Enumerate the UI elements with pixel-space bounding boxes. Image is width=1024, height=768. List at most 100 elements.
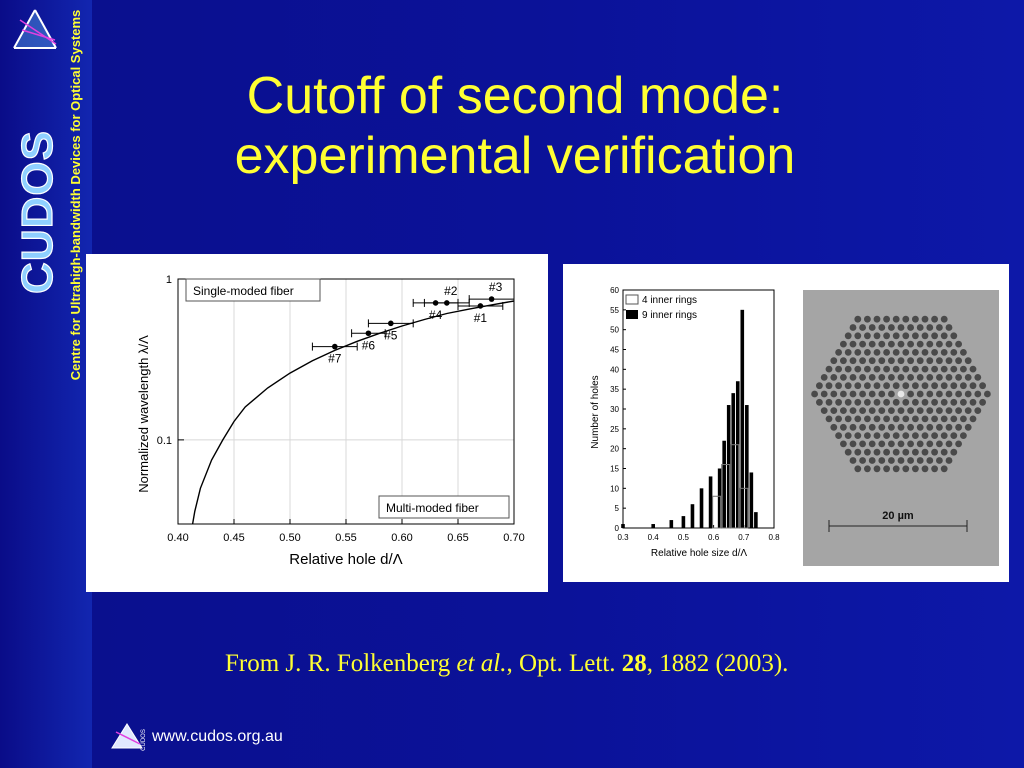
y-tick-label: 35 xyxy=(610,385,619,394)
x-axis-label: Relative hole size d/Λ xyxy=(651,548,747,559)
air-hole xyxy=(878,357,886,365)
air-hole xyxy=(936,340,943,348)
footer-logo-label: CUDOS xyxy=(141,729,147,751)
triangle-logo-icon xyxy=(13,9,57,49)
x-tick-label: 0.40 xyxy=(167,532,188,544)
air-hole xyxy=(907,357,914,365)
air-hole xyxy=(940,398,948,406)
air-hole xyxy=(964,374,972,381)
air-hole xyxy=(873,382,881,390)
air-hole xyxy=(897,340,905,348)
air-hole xyxy=(840,407,847,414)
air-hole xyxy=(830,407,838,414)
data-point xyxy=(432,300,439,306)
x-tick-label: 0.5 xyxy=(678,533,690,542)
hole-size-histogram: 0 5 10 15 20 25 30 35 40 45 50 55 60 0.3 0.4 0.5 0.6 0.7 0… xyxy=(590,286,999,566)
air-hole xyxy=(960,398,967,406)
bar-9-inner-rings xyxy=(740,309,745,528)
data-point-label: #2 xyxy=(444,284,458,298)
bar-9-inner-rings xyxy=(735,381,740,528)
citation-prefix: From J. R. Folkenberg xyxy=(225,650,457,677)
air-hole xyxy=(940,365,948,373)
air-hole xyxy=(926,374,934,381)
air-hole xyxy=(955,407,962,414)
air-hole xyxy=(950,365,958,373)
title-line-1: Cutoff of second mode: xyxy=(246,67,784,125)
air-hole xyxy=(868,340,876,348)
air-hole xyxy=(883,349,890,356)
air-hole xyxy=(897,324,905,331)
air-hole xyxy=(926,457,934,464)
air-hole xyxy=(868,357,876,365)
air-hole xyxy=(945,407,953,414)
plot-frame xyxy=(622,289,775,529)
air-hole xyxy=(945,457,953,464)
air-hole xyxy=(864,365,871,373)
air-hole xyxy=(888,423,895,431)
air-hole xyxy=(940,415,948,423)
air-hole xyxy=(960,382,967,390)
air-hole xyxy=(907,324,914,331)
x-tick-label: 0.50 xyxy=(279,532,300,544)
air-hole xyxy=(916,407,924,414)
air-hole xyxy=(902,465,910,473)
air-hole xyxy=(907,340,914,348)
air-hole xyxy=(974,390,982,398)
air-hole xyxy=(926,423,934,431)
air-hole xyxy=(950,398,958,406)
air-hole xyxy=(854,382,862,390)
air-hole xyxy=(849,357,857,365)
legend-label-4-inner-rings: 4 inner rings xyxy=(642,295,697,306)
bar-9-inner-rings xyxy=(722,440,726,528)
air-hole xyxy=(892,448,900,456)
footer-url[interactable]: www.cudos.org.au xyxy=(152,728,283,745)
air-hole xyxy=(859,340,866,348)
air-hole xyxy=(835,398,842,406)
air-hole xyxy=(864,432,871,439)
bar-9-inner-rings xyxy=(651,524,655,528)
air-hole xyxy=(873,415,881,423)
air-hole xyxy=(940,332,948,340)
air-hole xyxy=(979,398,986,406)
air-hole xyxy=(907,423,914,431)
air-hole xyxy=(844,332,852,340)
air-hole xyxy=(936,357,943,365)
air-hole xyxy=(950,415,958,423)
air-hole xyxy=(830,374,838,381)
citation-rest: , 1882 (2003). xyxy=(646,650,789,677)
air-hole xyxy=(873,448,881,456)
air-hole xyxy=(854,332,862,340)
air-hole xyxy=(916,390,924,398)
air-hole xyxy=(926,440,934,448)
air-hole xyxy=(902,398,910,406)
air-hole xyxy=(840,390,847,398)
cudos-logo: CUDOS Centre for Ultrahigh-bandwidth Dev… xyxy=(12,9,83,380)
x-tick-label: 0.60 xyxy=(391,532,412,544)
air-hole xyxy=(830,357,838,365)
air-hole xyxy=(902,432,910,439)
air-hole xyxy=(849,390,857,398)
air-hole xyxy=(849,340,857,348)
air-hole xyxy=(931,365,938,373)
air-hole xyxy=(907,440,914,448)
y-tick-label: 25 xyxy=(610,425,619,434)
air-hole xyxy=(964,357,972,365)
x-tick-label: 0.55 xyxy=(335,532,356,544)
air-hole xyxy=(840,423,847,431)
air-hole xyxy=(883,415,890,423)
air-hole xyxy=(835,365,842,373)
x-tick-label: 0.4 xyxy=(648,533,660,542)
fiber-micrograph: 20 µm xyxy=(803,290,999,566)
air-hole xyxy=(945,440,953,448)
bar-4-inner-rings xyxy=(721,464,731,529)
legend-swatch-4-inner-rings xyxy=(625,294,639,305)
air-hole xyxy=(921,315,929,323)
data-point xyxy=(477,303,484,309)
air-hole xyxy=(892,382,900,390)
bar-9-inner-rings xyxy=(681,516,686,528)
air-hole xyxy=(840,374,847,381)
air-hole xyxy=(912,465,919,473)
data-point xyxy=(365,330,372,337)
air-hole xyxy=(950,332,958,340)
air-hole xyxy=(835,349,842,356)
